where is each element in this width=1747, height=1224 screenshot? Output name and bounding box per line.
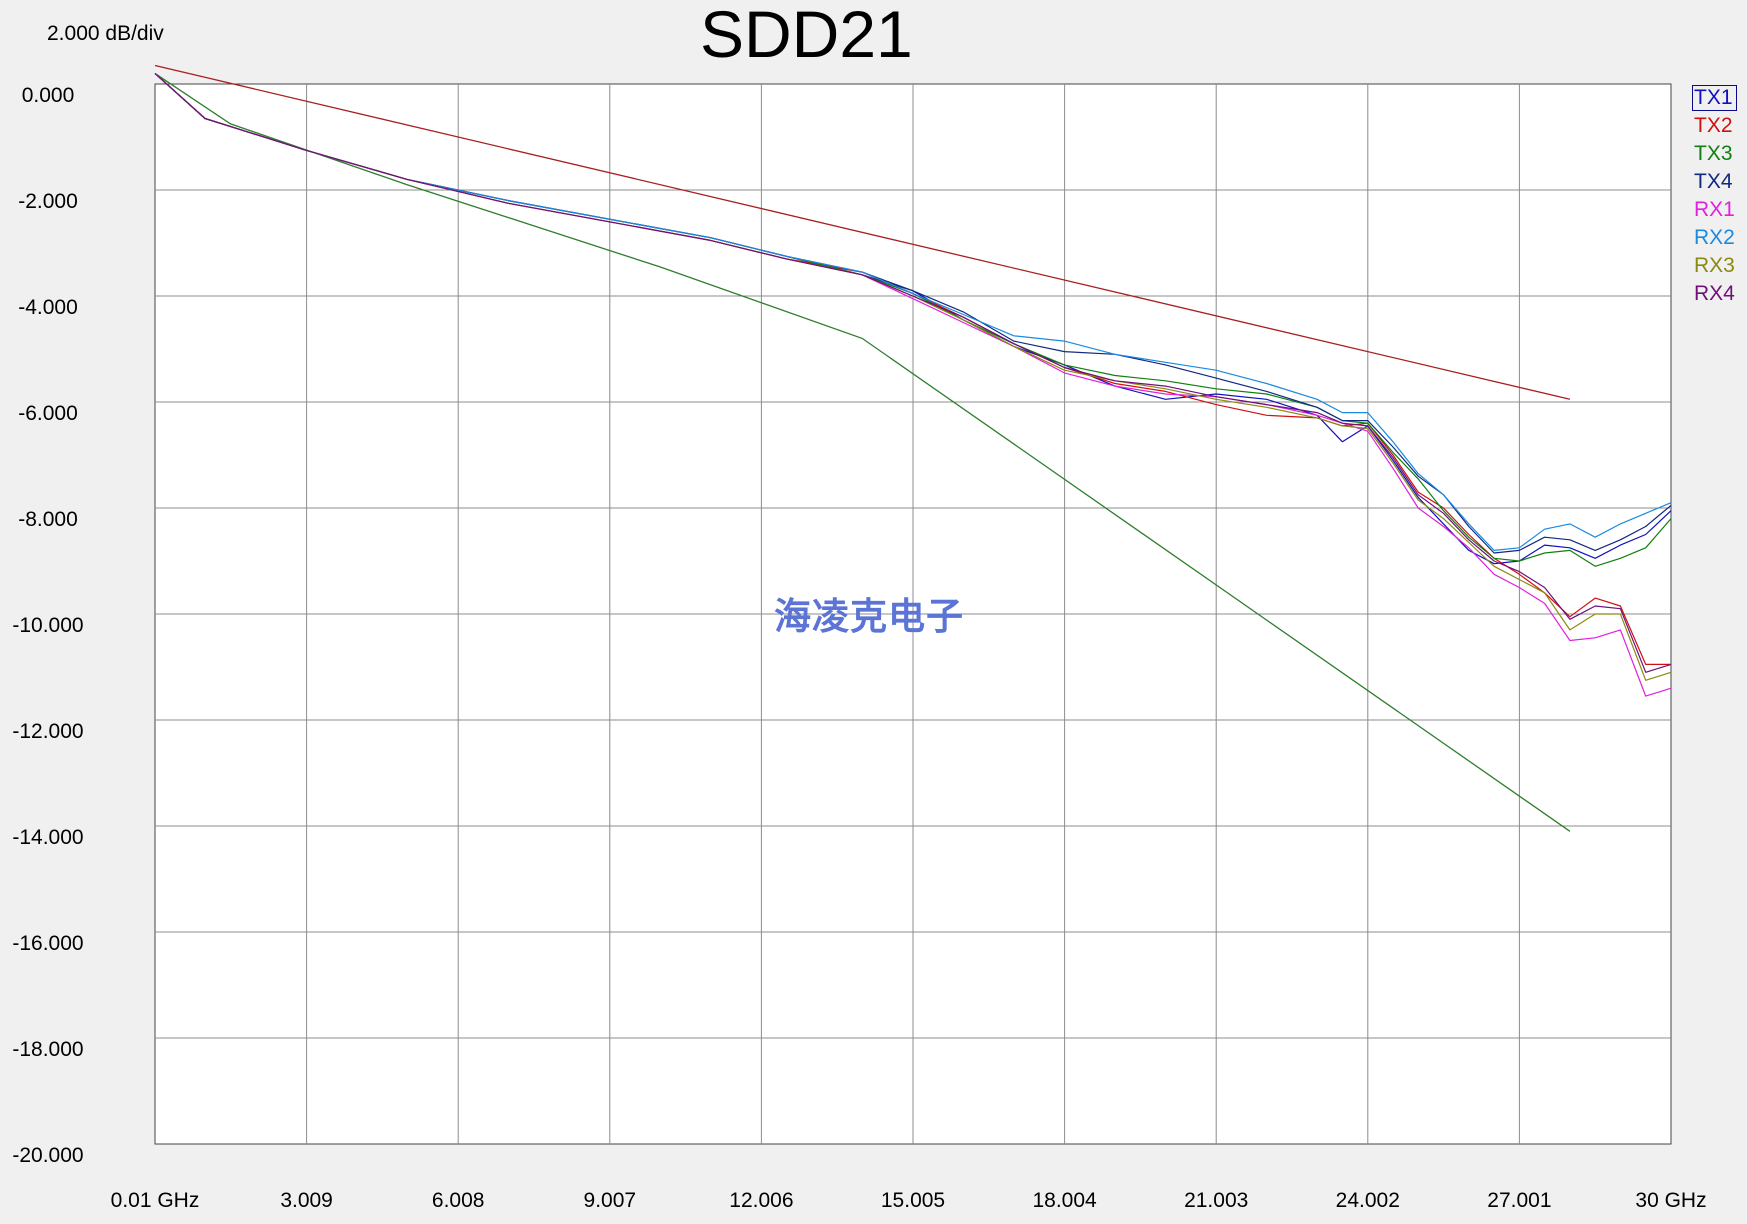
x-tick-label: 15.005 (881, 1189, 945, 1212)
x-axis-ticks: 0.01 GHz 3.009 6.008 9.007 12.006 15.005 18.00… (111, 1189, 1707, 1212)
y-axis-ticks: 0.000 -2.000 -4.000 -6.000 -8.000 -10.000 -12.… (12, 84, 83, 1167)
legend-item-tx3[interactable]: TX3 (1694, 142, 1733, 165)
legend-item-rx3[interactable]: RX3 (1694, 254, 1735, 277)
limit-line (154, 72, 1571, 832)
x-tick-label: 18.004 (1032, 1189, 1097, 1212)
y-tick-label: -8.000 (18, 508, 78, 531)
watermark: 海凌克电子 (774, 596, 964, 637)
legend-item-tx1[interactable]: TX1 (1691, 84, 1738, 112)
y-tick-label: -18.000 (12, 1038, 83, 1061)
x-tick-label: 30 GHz (1635, 1189, 1706, 1212)
x-tick-label: 21.003 (1184, 1189, 1248, 1212)
y-tick-label: -12.000 (12, 720, 83, 743)
x-tick-label: 6.008 (432, 1189, 485, 1212)
y-tick-label: -16.000 (12, 932, 83, 955)
y-tick-label: -4.000 (18, 296, 78, 319)
legend-item-tx2[interactable]: TX2 (1694, 114, 1733, 137)
chart-title: SDD21 (700, 0, 913, 71)
x-tick-label: 12.006 (729, 1189, 793, 1212)
limit-lines (154, 64, 1571, 832)
series-line-rx4 (154, 72, 1672, 673)
limit-line (154, 64, 1571, 400)
y-tick-label: -20.000 (12, 1144, 83, 1167)
x-tick-label: 9.007 (584, 1189, 637, 1212)
y-tick-label: -2.000 (18, 190, 78, 213)
series-line-rx2 (154, 72, 1672, 552)
y-tick-label: -14.000 (12, 826, 83, 849)
legend-item-tx4[interactable]: TX4 (1694, 170, 1733, 193)
series-lines (154, 72, 1672, 697)
legend-item-rx4[interactable]: RX4 (1694, 282, 1735, 305)
x-tick-label: 0.01 GHz (111, 1189, 200, 1212)
y-tick-label: -6.000 (18, 402, 78, 425)
legend: TX1 TX2 TX3 TX4 RX1 RX2 RX3 RX4 (1691, 84, 1738, 308)
scale-label: 2.000 dB/div (47, 22, 164, 45)
x-tick-label: 24.002 (1336, 1189, 1400, 1212)
legend-item-rx2[interactable]: RX2 (1694, 226, 1735, 249)
y-tick-label: 0.000 (22, 84, 75, 107)
legend-item-rx1[interactable]: RX1 (1694, 198, 1735, 221)
grid (155, 84, 1671, 1144)
x-tick-label: 27.001 (1487, 1189, 1551, 1212)
x-tick-label: 3.009 (280, 1189, 333, 1212)
y-tick-label: -10.000 (12, 614, 83, 637)
